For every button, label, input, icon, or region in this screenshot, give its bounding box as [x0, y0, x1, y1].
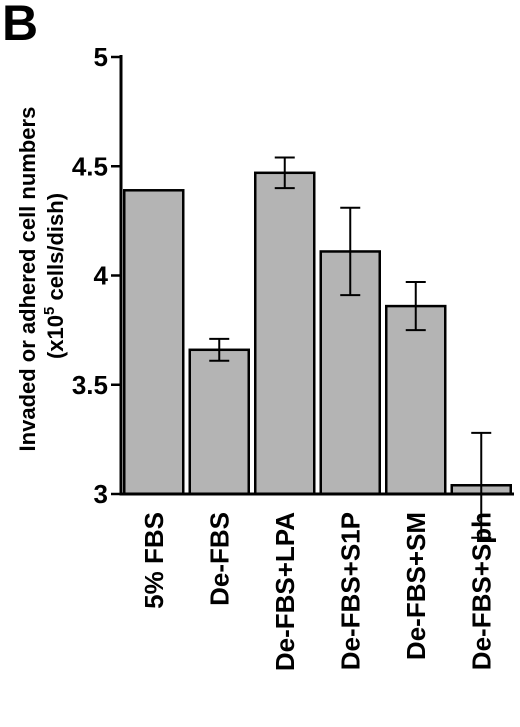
y-axis-label-line2: (x105 cells/dish) — [41, 193, 68, 359]
y-tick-label: 3.5 — [72, 370, 108, 400]
category-label: De-FBS+LPA — [270, 512, 300, 671]
bar — [385, 304, 447, 496]
panel-letter: B — [2, 0, 38, 51]
category-label: De-FBS+S1P — [335, 512, 365, 670]
plot-area: 5% FBS De-FBS De-FBS+LPA De-FBS+S1P De-FBS+S… — [72, 42, 514, 671]
y-tick-label: 4 — [94, 261, 109, 291]
category-label: De-FBS — [204, 512, 234, 606]
bar — [123, 189, 185, 496]
bar — [188, 348, 250, 496]
y-tick-label: 3 — [94, 479, 108, 509]
y-axis-label-superscript: 5 — [41, 307, 58, 315]
category-label: De-FBS+Sph — [466, 512, 496, 670]
y-tick-label: 4.5 — [72, 151, 108, 181]
bar — [254, 171, 316, 496]
category-label: De-FBS+SM — [401, 512, 431, 660]
y-axis-label-line1: Invaded or adhered cell numbers — [15, 107, 40, 452]
category-label: 5% FBS — [139, 512, 169, 609]
y-axis-label: Invaded or adhered cell numbers (x105 ce… — [15, 101, 68, 452]
y-tick-label: 5 — [94, 42, 108, 72]
